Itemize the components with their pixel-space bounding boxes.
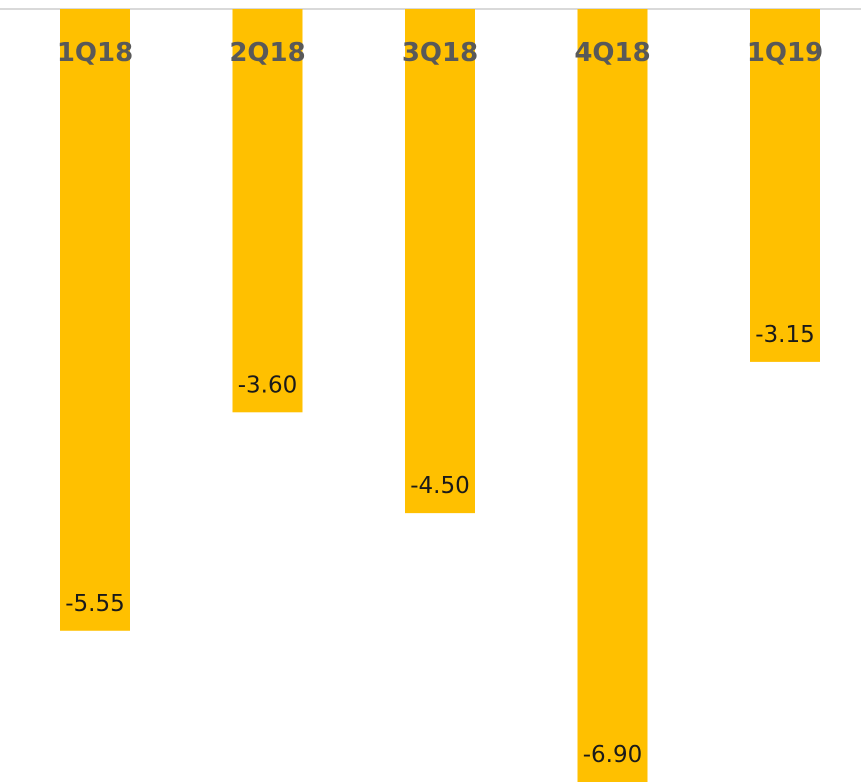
bar-1q19: [750, 9, 820, 362]
value-label-3q18: -4.50: [410, 473, 470, 499]
category-label-2q18: 2Q18: [229, 38, 305, 68]
value-label-4q18: -6.90: [583, 742, 643, 768]
category-label-1q19: 1Q19: [747, 38, 823, 68]
bar-4q18: [577, 9, 648, 782]
value-label-2q18: -3.60: [238, 372, 298, 398]
bar-1q18: [60, 9, 130, 631]
bar-2q18: [232, 9, 303, 413]
bars-group: 1Q18 -5.55 2Q18 -3.60 3Q18 -4.50 4Q18 -6.90 1Q19…: [57, 9, 823, 782]
value-label-1q19: -3.15: [755, 322, 815, 348]
bar-3q18: [405, 9, 475, 514]
category-label-4q18: 4Q18: [574, 38, 650, 68]
value-label-1q18: -5.55: [65, 591, 125, 617]
category-label-3q18: 3Q18: [402, 38, 478, 68]
category-label-1q18: 1Q18: [57, 38, 133, 68]
